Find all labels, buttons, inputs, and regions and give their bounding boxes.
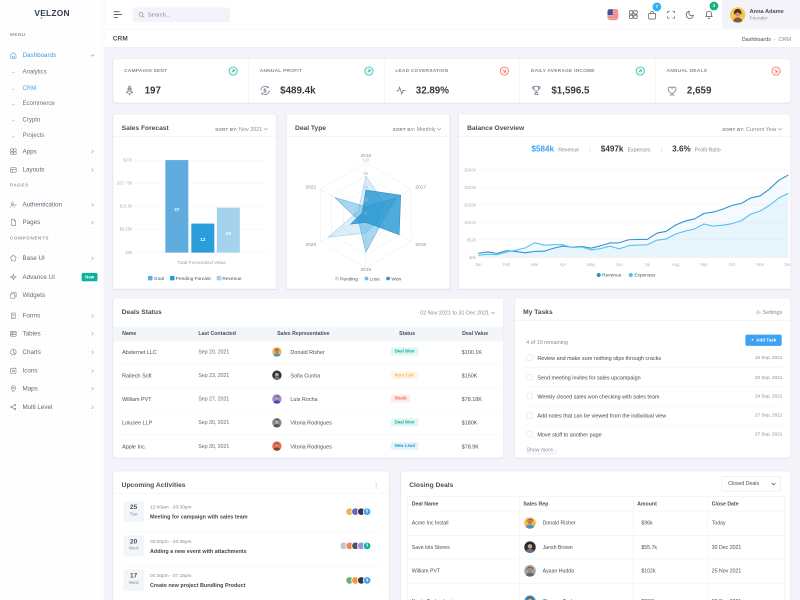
svg-text:Feb: Feb <box>503 262 511 267</box>
svg-text:2018: 2018 <box>415 242 426 248</box>
svg-text:2017: 2017 <box>415 185 426 191</box>
svg-text:$0k: $0k <box>469 255 477 260</box>
svg-text:$9.25k: $9.25k <box>120 226 133 231</box>
svg-text:Jun: Jun <box>616 262 623 267</box>
svg-text:$260k: $260k <box>465 167 477 172</box>
svg-text:$0k: $0k <box>125 250 133 255</box>
svg-text:0: 0 <box>365 211 368 216</box>
svg-text:Apr: Apr <box>560 262 567 267</box>
svg-text:Oct: Oct <box>729 262 736 267</box>
svg-text:60: 60 <box>364 184 369 189</box>
svg-text:2019: 2019 <box>361 267 372 273</box>
svg-text:Aug: Aug <box>672 262 680 267</box>
svg-text:2016: 2016 <box>361 153 372 159</box>
svg-text:$18.5k: $18.5k <box>120 203 133 208</box>
svg-text:$27.75k: $27.75k <box>117 180 133 185</box>
svg-text:$208k: $208k <box>465 185 477 190</box>
svg-text:$37k: $37k <box>123 157 133 162</box>
svg-text:18: 18 <box>226 231 232 236</box>
svg-text:Jan: Jan <box>475 262 482 267</box>
svg-text:Nov: Nov <box>756 262 764 267</box>
svg-text:2021: 2021 <box>306 185 317 191</box>
svg-text:$156k: $156k <box>465 202 477 207</box>
svg-text:Sep: Sep <box>700 262 708 267</box>
svg-text:$52k: $52k <box>467 237 477 242</box>
svg-text:$: $ <box>264 88 268 94</box>
svg-text:90: 90 <box>364 171 369 176</box>
svg-text:Jul: Jul <box>645 262 650 267</box>
svg-text:$104k: $104k <box>465 220 477 225</box>
svg-text:May: May <box>587 262 596 267</box>
svg-text:120: 120 <box>362 157 370 162</box>
svg-text:30: 30 <box>364 197 369 202</box>
svg-text:2020: 2020 <box>306 242 317 248</box>
svg-text:12: 12 <box>200 237 206 242</box>
svg-text:Mar: Mar <box>531 262 539 267</box>
svg-text:Total Forecasted Value: Total Forecasted Value <box>177 260 226 266</box>
svg-text:37: 37 <box>174 207 180 212</box>
svg-text:Dec: Dec <box>785 262 791 267</box>
